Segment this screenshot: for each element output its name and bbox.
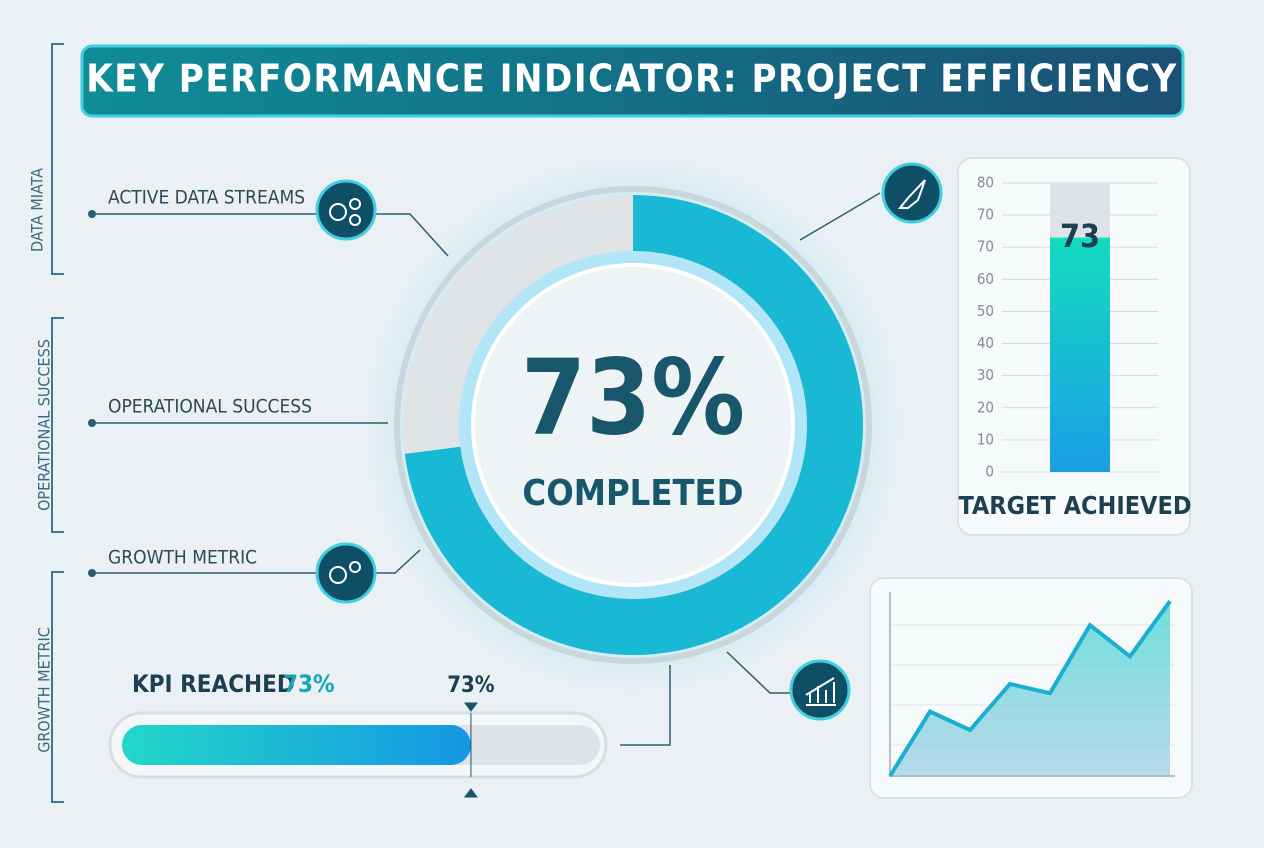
gauge-label: COMPLETED — [522, 473, 743, 514]
progress-marker — [463, 702, 478, 798]
y-tick-label: 30 — [977, 366, 994, 384]
bar-title: TARGET ACHIEVED — [958, 491, 1191, 520]
y-tick-label: 80 — [977, 174, 994, 192]
y-tick-label: 20 — [977, 398, 994, 416]
bar — [1050, 237, 1110, 472]
progress-marker-label: 73% — [447, 673, 495, 698]
y-tick-label: 70 — [977, 238, 994, 256]
line — [888, 600, 1172, 778]
gauge-value: 73% — [521, 336, 745, 458]
callout: GROWTH METRIC — [108, 547, 257, 569]
y-tick-label: 70 — [977, 206, 994, 224]
progress-value: 73% — [283, 670, 335, 698]
progress-label: KPI REACHED — [132, 670, 295, 698]
side-label: DATA MIATA — [28, 168, 47, 252]
gauge-center — [471, 263, 795, 587]
side-label: GROWTH METRIC — [35, 627, 54, 753]
y-tick-label: 50 — [977, 302, 994, 320]
callout: ACTIVE DATA STREAMS — [108, 187, 305, 209]
bar-label: 73 — [1060, 217, 1100, 255]
y-tick-label: 10 — [977, 430, 994, 448]
y-tick-label: 60 — [977, 270, 994, 288]
y-tick-label: 0 — [985, 463, 994, 481]
gauge-arc — [404, 195, 863, 655]
side-label: OPERATIONAL SUCCESS — [35, 339, 54, 511]
progress-fill — [122, 725, 471, 765]
area — [890, 601, 1170, 776]
title: KEY PERFORMANCE INDICATOR: PROJECT EFFIC… — [86, 57, 1177, 101]
gauge-rim — [394, 186, 872, 664]
y-tick-label: 40 — [977, 334, 994, 352]
callout: OPERATIONAL SUCCESS — [108, 396, 312, 418]
